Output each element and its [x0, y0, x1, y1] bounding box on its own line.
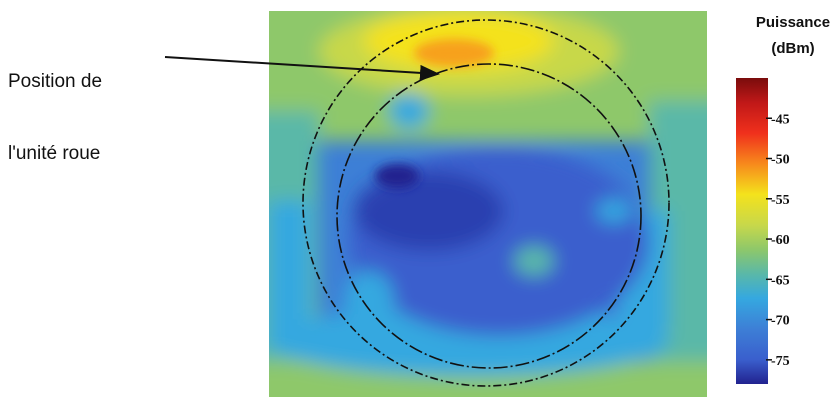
region-pocket-3	[596, 199, 632, 223]
legend-title: Puissance (dBm)	[754, 10, 831, 62]
colorbar-tick-label-6: -75	[771, 354, 790, 369]
colorbar-ticks: -45 -50 -55 -60 -65 -70 -75	[766, 112, 790, 369]
outer-ring	[302, 19, 670, 387]
annotation-text: Position de l'unité roue	[8, 22, 102, 190]
colorbar-tick-label-4: -65	[771, 273, 790, 288]
colorbar-tick-label-0: -45	[771, 112, 790, 127]
colorbar: -45 -50 -55 -60 -65 -70 -75	[736, 78, 790, 384]
region-center-dark	[354, 171, 504, 251]
heatmap-canvas	[269, 11, 707, 397]
legend-title-line-1: Puissance	[755, 14, 831, 31]
colorbar-tick-label-5: -70	[771, 314, 790, 329]
annotation-line-1: Position de	[8, 71, 103, 92]
annotation-line-2: l'unité roue	[8, 143, 101, 164]
colorbar-tick-label-1: -50	[771, 153, 790, 168]
heatmap-plot	[269, 11, 707, 397]
legend-title-line-2: (dBm)	[771, 40, 815, 57]
region-pocket-4	[344, 271, 394, 331]
region-pocket-2	[514, 246, 554, 276]
colorbar-tick-label-3: -60	[771, 233, 790, 248]
inner-ring	[336, 63, 642, 369]
colorbar-gradient	[736, 78, 768, 384]
region-pocket-1	[389, 93, 429, 129]
colorbar-tick-label-2: -55	[771, 193, 790, 208]
coldspot-dark-blue	[375, 164, 419, 188]
hotspot-orange	[414, 39, 494, 67]
